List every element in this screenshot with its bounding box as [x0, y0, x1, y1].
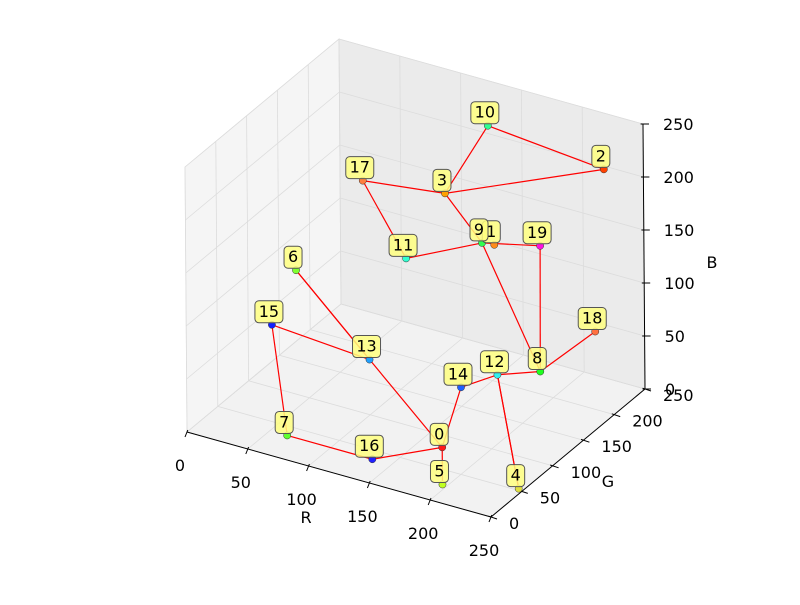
point-label-5: 5	[434, 461, 444, 480]
point-label-17: 17	[350, 158, 370, 177]
point-label-14: 14	[448, 364, 468, 383]
y-tick-label: 150	[601, 437, 632, 456]
z-tick-label: 200	[663, 168, 694, 187]
z-tick-label: 250	[663, 115, 694, 134]
point-label-6: 6	[288, 247, 298, 266]
x-tick-label: 200	[408, 524, 439, 543]
y-tick-label: 50	[540, 488, 560, 507]
point-label-11: 11	[393, 235, 413, 254]
y-tick-label: 0	[509, 514, 519, 533]
point-label-19: 19	[527, 223, 547, 242]
point-label-18: 18	[582, 309, 602, 328]
z-tick-label: 150	[664, 221, 695, 240]
point-label-15: 15	[259, 302, 279, 321]
x-tick-label: 250	[469, 541, 500, 560]
x-tick-label: 150	[347, 507, 378, 526]
point-label-9: 9	[474, 220, 484, 239]
x-tick-label: 0	[175, 456, 185, 475]
point-label-2: 2	[596, 146, 606, 165]
z-tick-label: 0	[665, 380, 675, 399]
z-tick-label: 100	[664, 274, 695, 293]
y-tick-label: 100	[571, 463, 602, 482]
x-tick-label: 100	[286, 490, 317, 509]
point-label-8: 8	[532, 349, 542, 368]
point-label-3: 3	[437, 170, 447, 189]
y-tick-label: 200	[632, 412, 663, 431]
point-label-13: 13	[356, 337, 376, 356]
x-axis-label: R	[300, 508, 311, 527]
x-tick	[185, 430, 188, 437]
point-label-10: 10	[475, 103, 495, 122]
z-tick-label: 50	[665, 327, 685, 346]
point-label-12: 12	[484, 352, 504, 371]
point-label-16: 16	[359, 436, 379, 455]
y-axis-label: G	[602, 472, 614, 491]
x-tick-label: 50	[231, 473, 251, 492]
point-label-4: 4	[511, 466, 521, 485]
z-axis-label: B	[707, 253, 718, 272]
point-label-7: 7	[279, 412, 289, 431]
point-label-0: 0	[434, 424, 444, 443]
